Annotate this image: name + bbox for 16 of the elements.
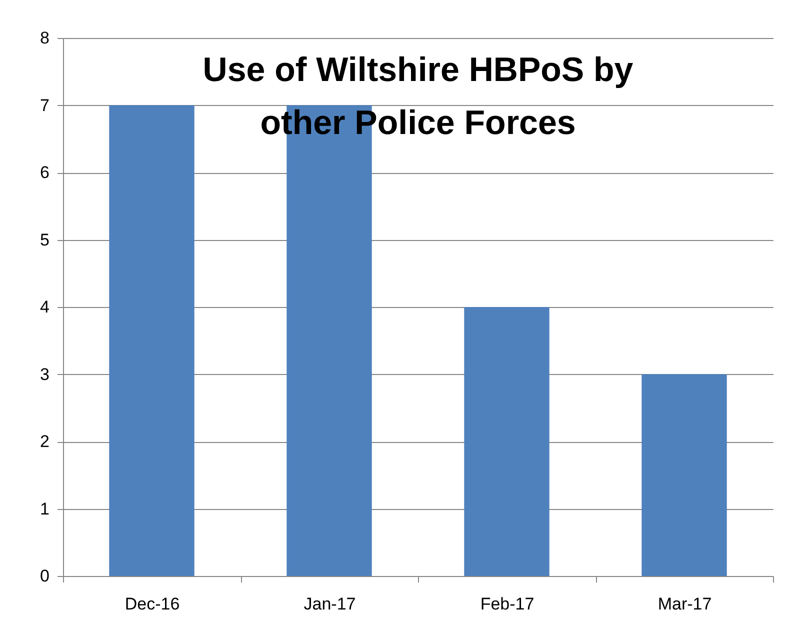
bar	[109, 105, 194, 576]
x-tick-label: Jan-17	[304, 594, 356, 614]
x-tick-label: Mar-17	[658, 594, 712, 614]
x-tick-label: Dec-16	[124, 594, 180, 614]
x-tick-label: Feb-17	[480, 594, 534, 614]
y-tick-label: 1	[40, 499, 50, 518]
y-tick-label: 6	[40, 163, 50, 182]
y-tick-label: 5	[40, 230, 50, 250]
y-tick-label: 7	[40, 96, 50, 115]
bar	[464, 307, 550, 576]
bar	[642, 374, 727, 576]
y-tick-label: 8	[40, 28, 50, 48]
y-tick-label: 4	[40, 298, 50, 316]
y-tick-label: 2	[40, 432, 50, 451]
y-tick-label: 0	[40, 566, 50, 586]
y-tick-label: 3	[40, 364, 50, 384]
